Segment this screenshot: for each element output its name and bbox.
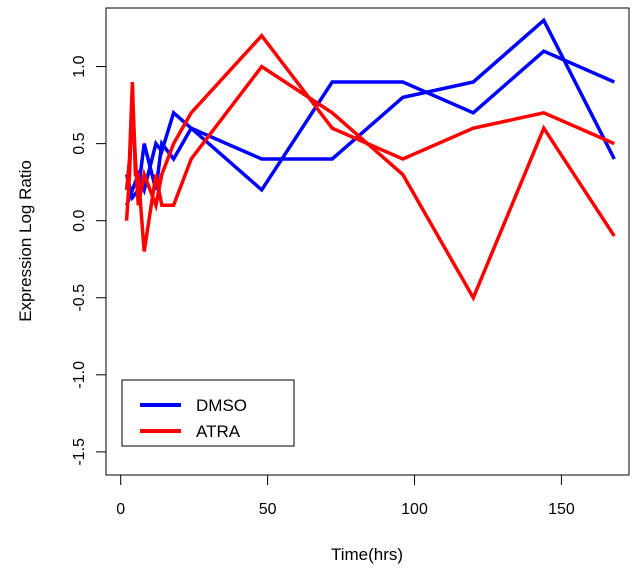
legend-label-dmso: DMSO — [196, 396, 247, 415]
y-tick-label: 0.0 — [71, 209, 88, 231]
series-line-dmso — [124, 49, 616, 206]
y-axis-title: Expression Log Ratio — [16, 160, 35, 322]
y-tick-label: -1.0 — [71, 361, 88, 389]
x-tick-label: 150 — [548, 501, 575, 518]
x-axis-title: Time(hrs) — [331, 545, 403, 564]
x-tick-label: 0 — [116, 501, 125, 518]
y-axis: -1.5 -1.0 -0.5 0.0 0.5 1.0 — [71, 55, 107, 466]
legend: DMSO ATRA — [121, 379, 295, 447]
series-line-atra — [124, 32, 616, 221]
legend-box — [121, 379, 295, 447]
x-tick-label: 100 — [401, 501, 428, 518]
y-tick-label: -0.5 — [71, 284, 88, 312]
x-tick-label: 50 — [259, 501, 277, 518]
series-line-dmso — [124, 17, 616, 202]
y-tick-label: -1.5 — [71, 438, 88, 466]
x-axis: 0 50 100 150 — [116, 474, 575, 518]
y-tick-label: 1.0 — [71, 55, 88, 77]
legend-label-atra: ATRA — [196, 422, 241, 441]
series-layer — [124, 17, 616, 302]
y-tick-label: 0.5 — [71, 132, 88, 154]
